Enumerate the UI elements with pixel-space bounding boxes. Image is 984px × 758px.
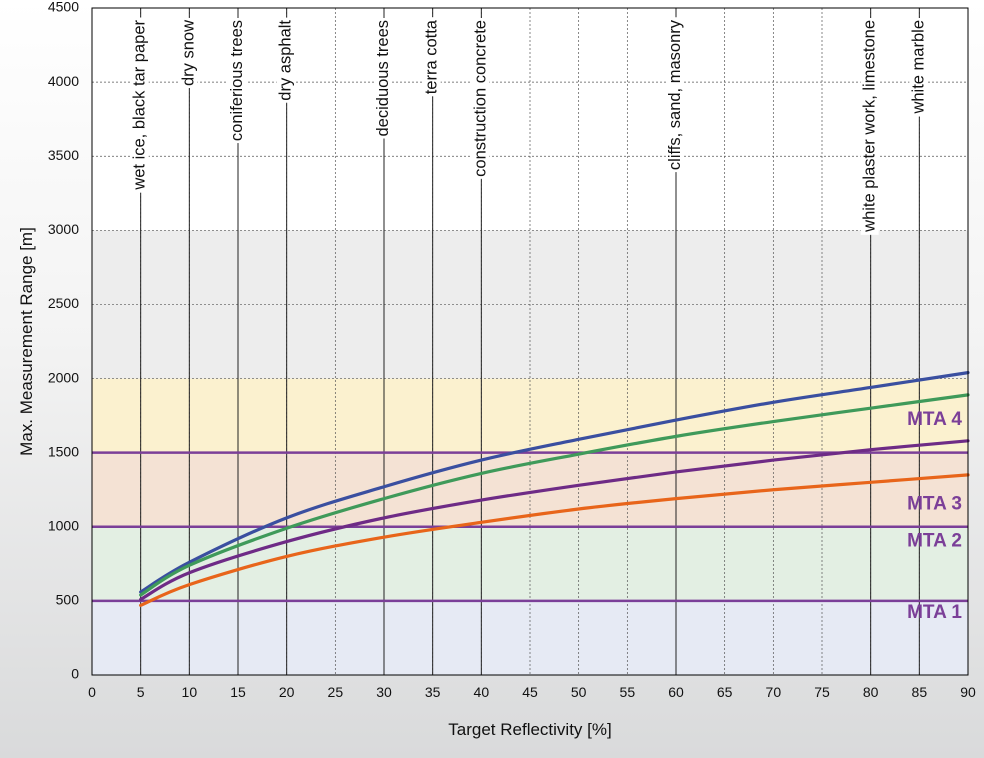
material-label-8: white plaster work, limestone [860, 18, 879, 235]
y-tick-label: 500 [56, 592, 80, 608]
y-tick-label: 0 [71, 666, 79, 682]
x-axis-title: Target Reflectivity [%] [448, 720, 611, 739]
x-tick-label: 40 [474, 684, 490, 700]
mta-labels: MTA 1 MTA 2 MTA 3 MTA 4 [907, 409, 962, 623]
x-tick-label: 85 [912, 684, 928, 700]
material-label-7: cliffs, sand, masonry [666, 17, 684, 173]
mta-label-1: MTA 1 [907, 602, 962, 623]
series-curve-2 [139, 393, 970, 597]
mta-boundaries [92, 451, 968, 603]
mta-label-4: MTA 4 [907, 409, 962, 430]
material-label-text: terra cotta [423, 19, 441, 94]
material-label-bg [909, 18, 928, 117]
y-tick-label: 4000 [48, 73, 79, 89]
x-tick-label: 80 [863, 684, 879, 700]
material-label-4: deciduous trees [374, 18, 392, 139]
y-tick-label: 4500 [48, 0, 79, 15]
material-label-text: deciduous trees [374, 20, 392, 137]
mta-label-2: MTA 2 [907, 531, 962, 552]
x-tick-label: 20 [279, 684, 295, 700]
x-tick-label: 70 [766, 684, 782, 700]
material-label-0: wet ice, black tar paper [130, 17, 149, 193]
material-label-bg [374, 18, 392, 139]
x-tick-label: 55 [620, 684, 636, 700]
mta-label-3: MTA 3 [907, 494, 962, 515]
material-label-bg [228, 18, 246, 144]
x-tick-label: 50 [571, 684, 587, 700]
material-label-text: coniferious trees [228, 20, 246, 141]
x-tick-label: 90 [960, 684, 976, 700]
series-curve-3 [139, 439, 970, 602]
y-tick-label: 1000 [48, 517, 79, 533]
x-tick-label: 65 [717, 684, 733, 700]
y-tick-labels: 0 500 1000 1500 2000 2500 3000 3500 4000 4500 [48, 0, 79, 682]
material-label-text: construction concrete [471, 20, 489, 177]
y-tick-label: 2500 [48, 295, 79, 311]
material-label-bg [860, 18, 879, 235]
plot-frame [91, 7, 969, 676]
series-curves [139, 371, 970, 607]
x-tick-label: 30 [376, 684, 392, 700]
material-label-text: white plaster work, limestone [861, 20, 879, 233]
material-label-3: dry asphalt [276, 17, 295, 103]
x-tick-label: 25 [328, 684, 344, 700]
x-tick-label: 45 [522, 684, 538, 700]
material-label-5: terra cotta [422, 17, 441, 97]
x-tick-label: 5 [137, 684, 145, 700]
material-label-2: coniferious trees [228, 18, 246, 144]
material-label-bg [422, 17, 441, 97]
x-tick-label: 10 [182, 684, 198, 700]
x-tick-label: 35 [425, 684, 441, 700]
material-label-text: cliffs, sand, masonry [666, 19, 684, 170]
material-label-text: white marble [909, 20, 927, 115]
y-tick-label: 3500 [48, 147, 79, 163]
x-tick-label: 15 [230, 684, 246, 700]
y-tick-label: 2000 [48, 369, 79, 385]
material-label-bg [179, 17, 198, 89]
material-label-6: construction concrete [471, 18, 490, 179]
series-curve-4 [139, 473, 970, 607]
material-label-text: wet ice, black tar paper [131, 20, 149, 191]
y-axis-title: Max. Measurement Range [m] [17, 227, 36, 456]
material-label-1: dry snow [179, 17, 198, 89]
material-labels: wet ice, black tar paper dry snow coniferi… [130, 17, 928, 235]
material-label-bg [471, 18, 490, 179]
series-curve-1 [139, 371, 970, 594]
y-tick-label: 1500 [48, 443, 79, 459]
x-tick-label: 75 [814, 684, 830, 700]
material-label-text: dry snow [179, 20, 197, 86]
x-tick-labels: 0 5 10 15 20 25 30 35 40 45 50 55 60 65 70 75 80 85 90 [88, 684, 976, 700]
material-label-bg [666, 17, 684, 173]
x-tick-label: 0 [88, 684, 96, 700]
material-label-9: white marble [909, 18, 928, 117]
y-tick-label: 3000 [48, 221, 79, 237]
material-label-text: dry asphalt [277, 20, 295, 101]
x-tick-label: 60 [668, 684, 684, 700]
material-label-bg [130, 17, 149, 193]
material-label-bg [276, 17, 295, 103]
